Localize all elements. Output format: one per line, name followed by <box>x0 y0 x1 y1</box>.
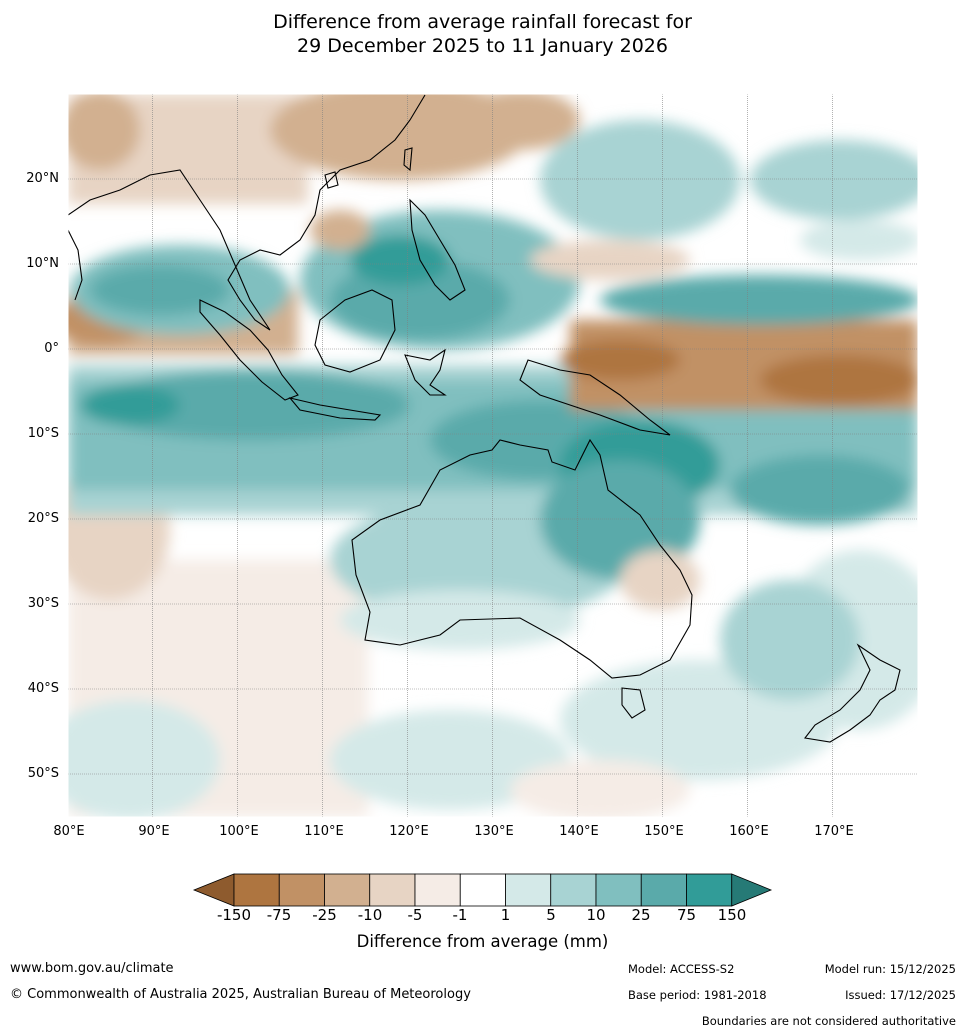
colorbar-segment-10 <box>640 873 687 907</box>
lon-label-110e: 110°E <box>304 824 344 839</box>
coast-new-zealand <box>804 643 901 743</box>
colorbar-segment-lower-extension <box>192 873 235 907</box>
copyright-text: © Commonwealth of Australia 2025, Austra… <box>10 987 471 1002</box>
lon-label-80e: 80°E <box>53 824 85 839</box>
title-line-2: 29 December 2025 to 11 January 2026 <box>297 35 668 57</box>
coast-hainan <box>324 171 339 189</box>
colorbar-tick-label: -25 <box>312 906 337 924</box>
colorbar-tick-label: -150 <box>216 906 252 924</box>
coast-java <box>288 397 382 421</box>
colorbar-tick-label: -1 <box>452 906 468 924</box>
coast-australia <box>351 438 693 679</box>
colorbar-tick-label: -10 <box>357 906 383 924</box>
colorbar-segment-upper-extension <box>731 873 773 907</box>
lon-label-160e: 160°E <box>729 824 769 839</box>
coast-india <box>68 229 83 301</box>
colorbar-segment-6 <box>459 873 506 907</box>
coast-philippines <box>409 198 466 301</box>
coastlines <box>68 94 901 743</box>
colorbar-tick-label: -5 <box>407 906 423 924</box>
lon-label-150e: 150°E <box>644 824 684 839</box>
map-title: Difference from average rainfall forecas… <box>0 10 965 58</box>
colorbar-segment-9 <box>595 873 642 907</box>
coast-borneo <box>314 289 396 373</box>
colorbar-segment-5 <box>414 873 461 907</box>
website-link[interactable]: www.bom.gov.au/climate <box>10 961 174 976</box>
colorbar-segment-1 <box>233 873 280 907</box>
lon-label-170e: 170°E <box>814 824 854 839</box>
lon-label-100e: 100°E <box>219 824 259 839</box>
colorbar-segment-3 <box>324 873 371 907</box>
map-frame <box>67 93 919 818</box>
lon-label-130e: 130°E <box>474 824 514 839</box>
boundaries-disclaimer: Boundaries are not considered authoritat… <box>701 1014 956 1028</box>
colorbar-segment-4 <box>369 873 416 907</box>
colorbar-tick-label: 75 <box>676 906 697 924</box>
coast-sumatra <box>199 299 299 401</box>
coast-asia <box>68 94 426 331</box>
coast-new-guinea <box>519 359 671 436</box>
model-run-date: Model run: 15/12/2025 <box>824 962 956 976</box>
coast-taiwan <box>403 147 413 172</box>
lon-label-120e: 120°E <box>389 824 429 839</box>
colorbar-segment-7 <box>505 873 552 907</box>
coast-tasmania <box>621 687 646 719</box>
lon-label-140e: 140°E <box>559 824 599 839</box>
colorbar-tick-label: 1 <box>500 906 511 924</box>
colorbar-tick-label: 5 <box>546 906 556 924</box>
colorbar-tick-label: 25 <box>631 906 651 924</box>
lat-label-10s: 10°S <box>27 426 59 441</box>
colorbar-tick-label: 10 <box>586 906 606 924</box>
lat-label-30s: 30°S <box>27 596 59 611</box>
base-period: Base period: 1981-2018 <box>628 988 767 1002</box>
model-name: Model: ACCESS-S2 <box>628 962 735 976</box>
colorbar-segment-8 <box>550 873 597 907</box>
colorbar-tick-label: -75 <box>266 906 292 924</box>
coast-sulawesi <box>404 348 447 396</box>
title-line-1: Difference from average rainfall forecas… <box>273 11 692 33</box>
lat-label-10n: 10°N <box>26 256 59 271</box>
colorbar-title: Difference from average (mm) <box>356 932 609 951</box>
issued-date: Issued: 17/12/2025 <box>845 988 956 1002</box>
colorbar <box>192 873 773 907</box>
lat-label-40s: 40°S <box>27 681 59 696</box>
colorbar-tick-label: 150 <box>717 906 747 924</box>
graticule <box>68 94 918 817</box>
lat-label-0: 0° <box>44 341 59 356</box>
lon-label-90e: 90°E <box>138 824 170 839</box>
lat-label-20n: 20°N <box>26 171 59 186</box>
colorbar-segment-2 <box>278 873 325 907</box>
lat-label-50s: 50°S <box>27 766 59 781</box>
colorbar-segment-11 <box>686 873 733 907</box>
lat-label-20s: 20°S <box>27 511 59 526</box>
rainfall-anomaly-field <box>68 94 918 817</box>
